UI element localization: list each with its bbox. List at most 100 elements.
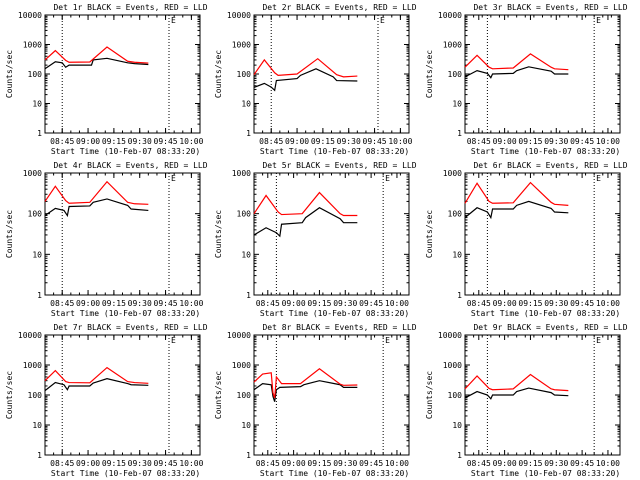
y-tick-label: 10 bbox=[452, 421, 462, 430]
y-tick-label: 1000 bbox=[23, 361, 42, 370]
x-axis-label: Start Time (10-Feb-07 08:33:20) bbox=[51, 469, 200, 478]
x-tick-label: 09:15 bbox=[307, 299, 331, 308]
marker-letter: E bbox=[596, 174, 601, 183]
marker-letter: E bbox=[596, 336, 601, 345]
series-lld-line bbox=[464, 373, 569, 392]
x-tick-label: 08:45 bbox=[50, 299, 74, 308]
series-events-line bbox=[253, 207, 358, 238]
y-tick-label: 1000 bbox=[23, 41, 42, 50]
x-axis-label: Start Time (10-Feb-07 08:33:20) bbox=[260, 309, 409, 318]
y-axis-label: Counts/sec bbox=[5, 371, 14, 419]
y-tick-label: 10 bbox=[241, 421, 251, 430]
x-tick-label: 09:15 bbox=[307, 459, 331, 468]
y-tick-label: 1000 bbox=[443, 361, 462, 370]
x-tick-label: 09:30 bbox=[544, 137, 568, 146]
x-tick-label: 08:45 bbox=[467, 137, 491, 146]
x-tick-label: 10:00 bbox=[596, 299, 620, 308]
x-tick-label: 09:30 bbox=[333, 459, 357, 468]
x-tick-label: 09:15 bbox=[102, 299, 126, 308]
panel-title: Det 2r BLACK = Events, RED = LLD bbox=[262, 3, 416, 12]
x-tick-label: 10:00 bbox=[385, 299, 409, 308]
x-tick-label: 09:00 bbox=[76, 137, 100, 146]
detector-panel-4: Det 4r BLACK = Events, RED = LLD 1 10 100 10… bbox=[5, 161, 208, 318]
plot-frame bbox=[44, 14, 201, 134]
x-tick-label: 10:00 bbox=[596, 459, 620, 468]
y-tick-label: 1000 bbox=[23, 169, 42, 178]
x-tick-label: 09:15 bbox=[518, 137, 542, 146]
x-axis-label: Start Time (10-Feb-07 08:33:20) bbox=[471, 469, 620, 478]
x-axis-label: Start Time (10-Feb-07 08:33:20) bbox=[51, 147, 200, 156]
panel-title: Det 4r BLACK = Events, RED = LLD bbox=[53, 161, 207, 170]
y-tick-label: 100 bbox=[28, 70, 43, 79]
y-tick-label: 1 bbox=[37, 129, 42, 138]
x-tick-label: 09:00 bbox=[493, 299, 517, 308]
x-tick-label: 09:00 bbox=[493, 459, 517, 468]
y-tick-label: 100 bbox=[237, 70, 252, 79]
plot-frame bbox=[44, 172, 201, 296]
y-tick-label: 1000 bbox=[443, 169, 462, 178]
y-tick-label: 1 bbox=[457, 129, 462, 138]
panel-title: Det 1r BLACK = Events, RED = LLD bbox=[53, 3, 207, 12]
y-axis-label: Counts/sec bbox=[425, 50, 434, 98]
x-tick-label: 10:00 bbox=[179, 299, 203, 308]
x-tick-label: 08:45 bbox=[256, 459, 280, 468]
plot-frame bbox=[44, 334, 201, 456]
marker-letter: E bbox=[385, 174, 390, 183]
y-tick-label: 100 bbox=[448, 210, 463, 219]
series-events-line bbox=[464, 387, 569, 400]
x-tick-label: 09:45 bbox=[570, 137, 594, 146]
series-events-line bbox=[253, 68, 358, 92]
x-tick-label: 09:30 bbox=[128, 137, 152, 146]
y-tick-label: 1 bbox=[37, 451, 42, 460]
y-tick-label: 10 bbox=[452, 250, 462, 259]
y-tick-label: 1 bbox=[246, 291, 251, 300]
detector-panel-3: Det 3r BLACK = Events, RED = LLD 1 10 100 10… bbox=[425, 3, 628, 156]
x-tick-label: 09:45 bbox=[570, 459, 594, 468]
x-tick-label: 09:15 bbox=[102, 137, 126, 146]
x-tick-label: 09:45 bbox=[154, 299, 178, 308]
y-tick-label: 100 bbox=[28, 210, 43, 219]
y-axis-label: Counts/sec bbox=[5, 210, 14, 258]
y-axis-label: Counts/sec bbox=[214, 50, 223, 98]
x-tick-label: 08:45 bbox=[256, 299, 280, 308]
x-tick-label: 10:00 bbox=[388, 137, 412, 146]
x-tick-label: 09:00 bbox=[76, 459, 100, 468]
x-tick-label: 09:45 bbox=[359, 459, 383, 468]
x-tick-label: 09:45 bbox=[154, 137, 178, 146]
y-tick-label: 10000 bbox=[18, 11, 42, 20]
y-tick-label: 100 bbox=[448, 70, 463, 79]
marker-letter: E bbox=[385, 336, 390, 345]
series-events-line bbox=[253, 380, 358, 402]
y-tick-label: 10 bbox=[32, 100, 42, 109]
x-axis-label: Start Time (10-Feb-07 08:33:20) bbox=[471, 309, 620, 318]
y-tick-label: 10000 bbox=[438, 331, 462, 340]
x-tick-label: 08:45 bbox=[50, 137, 74, 146]
panel-title: Det 3r BLACK = Events, RED = LLD bbox=[473, 3, 627, 12]
y-axis-label: Counts/sec bbox=[214, 371, 223, 419]
series-lld-line bbox=[253, 191, 358, 217]
series-lld-line bbox=[44, 46, 149, 64]
y-tick-label: 1000 bbox=[232, 41, 251, 50]
y-tick-label: 1 bbox=[457, 291, 462, 300]
x-tick-label: 09:00 bbox=[282, 459, 306, 468]
series-events-line bbox=[44, 57, 149, 70]
series-lld-line bbox=[44, 180, 149, 205]
series-lld-line bbox=[464, 53, 569, 71]
series-lld-line bbox=[253, 367, 358, 399]
x-tick-label: 09:00 bbox=[282, 299, 306, 308]
detector-panel-5: Det 5r BLACK = Events, RED = LLD 1 10 100 10… bbox=[214, 161, 417, 318]
detector-panel-1: Det 1r BLACK = Events, RED = LLD 1 10 100 10… bbox=[5, 3, 208, 156]
x-tick-label: 10:00 bbox=[596, 137, 620, 146]
series-events-line bbox=[464, 200, 569, 220]
series-events-line bbox=[44, 198, 149, 218]
panel-title: Det 7r BLACK = Events, RED = LLD bbox=[53, 323, 207, 332]
x-axis-label: Start Time (10-Feb-07 08:33:20) bbox=[471, 147, 620, 156]
marker-letter: E bbox=[596, 16, 601, 25]
x-tick-label: 08:45 bbox=[50, 459, 74, 468]
y-tick-label: 1 bbox=[457, 451, 462, 460]
x-tick-label: 09:00 bbox=[285, 137, 309, 146]
x-axis-label: Start Time (10-Feb-07 08:33:20) bbox=[260, 147, 409, 156]
x-tick-label: 09:45 bbox=[359, 299, 383, 308]
plot-frame bbox=[253, 334, 410, 456]
y-axis-label: Counts/sec bbox=[425, 210, 434, 258]
